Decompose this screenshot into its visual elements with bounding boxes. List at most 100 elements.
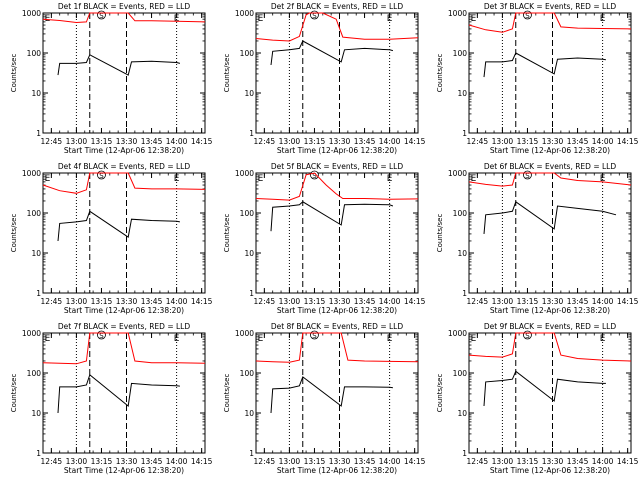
panel-title: Det 6f BLACK = Events, RED = LLD [484,162,617,171]
detector-panel: Det 5f BLACK = Events, RED = LLD 1 10 100 10… [223,162,426,315]
marker-label-e: E [258,174,264,184]
x-tick-label: 13:15 [304,137,326,146]
x-tick-label: 13:00 [279,457,301,466]
events-series-line [57,210,180,242]
x-axis-label: Start Time (12-Apr-06 12:38:20) [64,306,184,315]
y-tick-label: 100 [27,209,42,218]
marker-label-e: E [174,334,180,344]
detector-panel: Det 9f BLACK = Events, RED = LLD 1 10 100 10… [436,322,639,475]
x-axis-label: Start Time (12-Apr-06 12:38:20) [64,146,184,155]
x-tick-label: 14:15 [617,297,639,306]
x-tick-label: 13:45 [567,457,589,466]
y-tick-label: 1000 [235,169,254,178]
x-tick-label: 14:00 [166,297,188,306]
marker-label-e: E [600,334,606,344]
events-series-line [270,376,393,414]
y-tick-label: 1000 [448,169,467,178]
events-series-line [270,40,394,66]
x-tick-label: 13:15 [517,457,539,466]
lld-series-line [468,172,632,187]
x-tick-label: 12:45 [41,297,63,306]
x-tick-label: 14:15 [191,457,213,466]
y-tick-label: 1 [462,449,467,458]
x-tick-label: 13:30 [116,137,138,146]
lld-series-line [468,332,632,362]
x-axis-label: Start Time (12-Apr-06 12:38:20) [490,146,610,155]
y-tick-label: 1 [462,129,467,138]
x-tick-label: 12:45 [467,457,489,466]
x-tick-label: 14:15 [404,137,426,146]
y-tick-label: 10 [244,89,254,98]
y-tick-label: 10 [244,409,254,418]
marker-label-e: E [45,14,51,24]
x-tick-label: 13:30 [116,297,138,306]
y-axis-label: Counts/sec [223,214,231,253]
y-tick-label: 100 [453,49,468,58]
y-tick-label: 1 [36,449,41,458]
detector-panel: Det 8f BLACK = Events, RED = LLD 1 10 100 10… [223,322,426,475]
x-tick-label: 13:45 [354,137,376,146]
y-axis-label: Counts/sec [436,54,444,93]
y-tick-label: 100 [453,209,468,218]
marker-label-e: E [45,334,51,344]
x-tick-label: 13:00 [66,297,88,306]
x-tick-label: 12:45 [467,297,489,306]
marker-label-s: S [312,332,317,340]
y-tick-label: 100 [27,49,42,58]
detector-panel: Det 1f BLACK = Events, RED = LLD 1 10 100 10… [10,2,213,155]
marker-label-s: S [525,332,530,340]
detector-panel: Det 2f BLACK = Events, RED = LLD 1 10 100 10… [223,2,426,155]
panel-title: Det 7f BLACK = Events, RED = LLD [58,322,191,331]
x-tick-label: 14:00 [166,457,188,466]
x-tick-label: 13:15 [91,137,113,146]
y-tick-label: 100 [453,369,468,378]
x-axis-label: Start Time (12-Apr-06 12:38:20) [277,466,397,475]
y-tick-label: 10 [31,249,41,258]
y-tick-label: 1000 [22,329,41,338]
y-tick-label: 10 [457,409,467,418]
lld-series-line [42,172,206,194]
x-tick-label: 13:30 [542,297,564,306]
panel-title: Det 5f BLACK = Events, RED = LLD [271,162,404,171]
y-axis-label: Counts/sec [223,54,231,93]
y-tick-label: 1 [462,289,467,298]
y-tick-label: 1 [36,289,41,298]
plot-frame [42,332,206,454]
y-tick-label: 1000 [235,329,254,338]
y-axis-label: Counts/sec [10,374,18,413]
x-tick-label: 13:30 [542,137,564,146]
panel-title: Det 8f BLACK = Events, RED = LLD [271,322,404,331]
x-tick-label: 14:15 [404,297,426,306]
x-tick-label: 13:15 [304,297,326,306]
y-axis-label: Counts/sec [10,214,18,253]
x-tick-label: 13:00 [492,457,514,466]
marker-label-e: E [387,334,393,344]
y-tick-label: 10 [31,89,41,98]
y-tick-label: 10 [457,89,467,98]
events-series-line [483,52,606,78]
y-axis-label: Counts/sec [436,374,444,413]
x-tick-label: 12:45 [254,297,276,306]
y-tick-label: 1 [249,129,254,138]
y-tick-label: 1000 [448,9,467,18]
x-tick-label: 13:15 [304,457,326,466]
x-tick-label: 12:45 [467,137,489,146]
x-tick-label: 13:45 [567,297,589,306]
x-tick-label: 13:30 [329,137,351,146]
panel-title: Det 3f BLACK = Events, RED = LLD [484,2,617,11]
marker-label-e: E [258,334,264,344]
x-tick-label: 13:00 [279,297,301,306]
x-axis-label: Start Time (12-Apr-06 12:38:20) [277,146,397,155]
marker-label-e: E [471,174,477,184]
lld-series-line [255,332,419,363]
marker-label-s: S [312,172,317,180]
x-tick-label: 13:45 [141,297,163,306]
x-tick-label: 12:45 [41,137,63,146]
x-tick-label: 14:00 [379,297,401,306]
marker-label-e: E [387,174,393,184]
panel-title: Det 2f BLACK = Events, RED = LLD [271,2,404,11]
detector-panel: Det 7f BLACK = Events, RED = LLD 1 10 100 10… [10,322,213,475]
marker-label-s: S [312,12,317,20]
marker-label-e: E [600,174,606,184]
x-tick-label: 13:15 [517,297,539,306]
